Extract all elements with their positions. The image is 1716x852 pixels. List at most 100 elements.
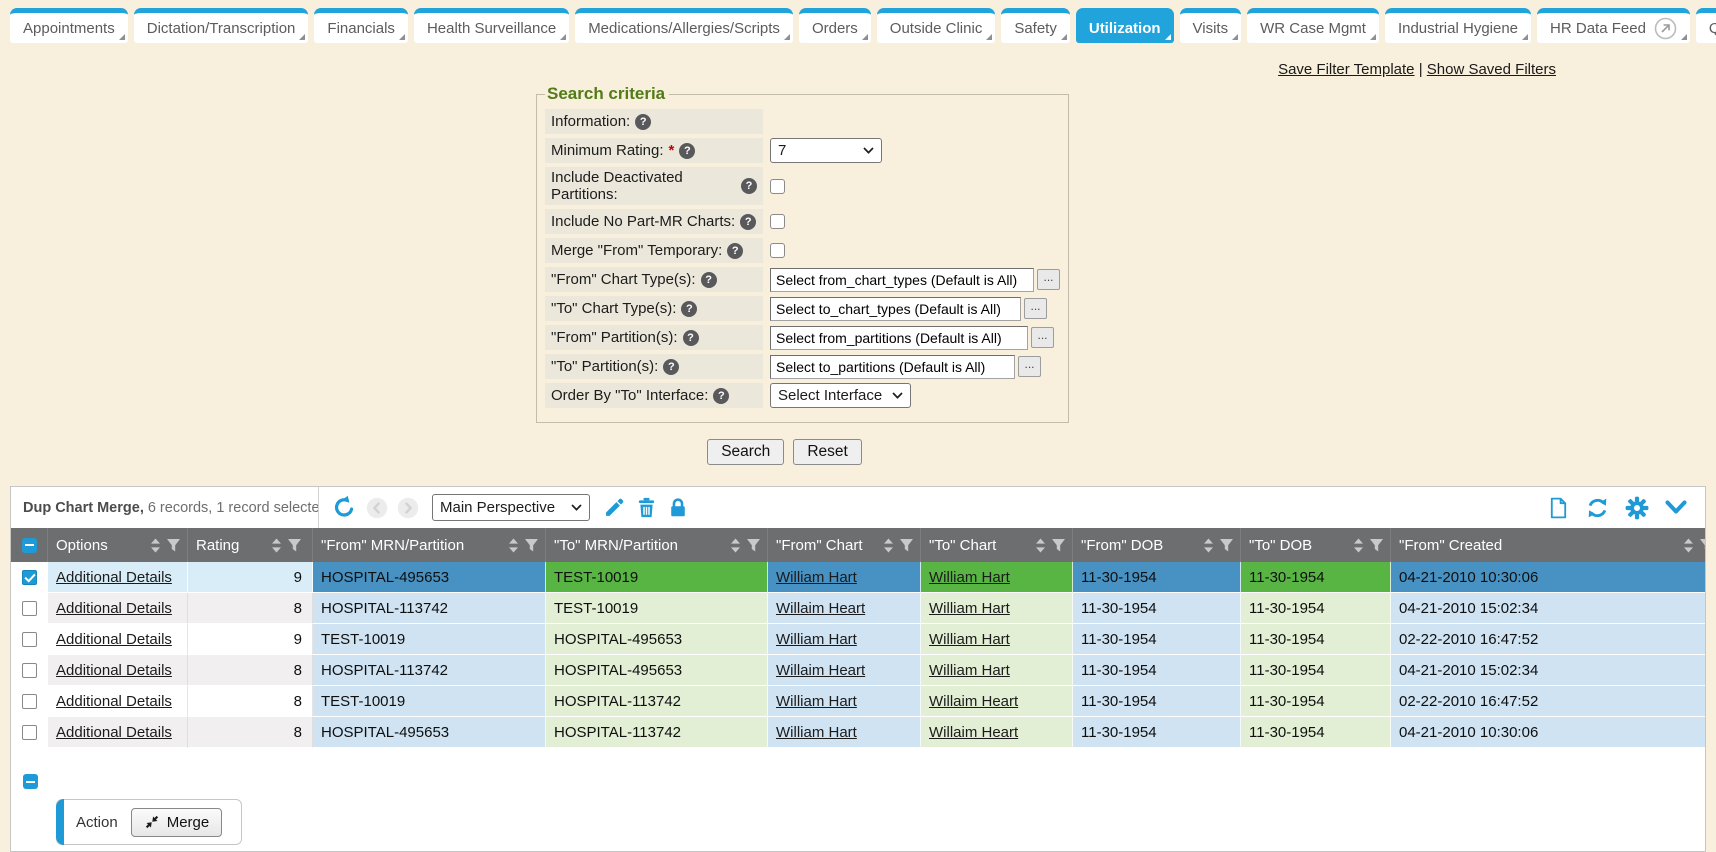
options-link[interactable]: Additional Details [56, 661, 172, 679]
column-header-to_dob[interactable]: "To" DOB [1241, 528, 1391, 562]
filter-icon[interactable] [1699, 537, 1706, 553]
sort-icon[interactable] [729, 537, 742, 554]
edit-icon[interactable] [603, 496, 626, 519]
options-link[interactable]: Additional Details [56, 723, 172, 741]
from_chart-link[interactable]: William Hart [776, 568, 857, 586]
row-checkbox[interactable] [21, 600, 37, 616]
nav-next-icon[interactable] [397, 497, 419, 519]
column-header-select-all[interactable] [11, 528, 48, 562]
delete-icon[interactable] [635, 496, 658, 519]
sort-icon[interactable] [882, 537, 895, 554]
options-link[interactable]: Additional Details [56, 599, 172, 617]
to_chart-link[interactable]: William Hart [929, 630, 1010, 648]
from-partition-s-input[interactable] [770, 325, 1028, 350]
sort-icon[interactable] [270, 537, 283, 554]
column-header-to_chart[interactable]: "To" Chart [921, 528, 1073, 562]
to-partition-s-help-icon[interactable]: ? [663, 358, 680, 375]
lock-icon[interactable] [667, 496, 689, 519]
tab-financials[interactable]: Financials [314, 8, 408, 43]
filter-icon[interactable] [1369, 537, 1384, 553]
tab-utilization[interactable]: Utilization [1075, 8, 1174, 43]
column-header-from_mrn[interactable]: "From" MRN/Partition [313, 528, 546, 562]
tab-safety[interactable]: Safety [1001, 8, 1070, 43]
filter-icon[interactable] [1219, 537, 1234, 553]
tab-outside-clinic[interactable]: Outside Clinic [876, 8, 996, 43]
column-header-from_chart[interactable]: "From" Chart [768, 528, 921, 562]
tab-hr-data-feed[interactable]: HR Data Feed [1537, 8, 1690, 43]
to-partition-s-picker-button[interactable]: ... [1018, 356, 1041, 377]
row-checkbox[interactable] [21, 662, 37, 678]
collapse-icon[interactable] [23, 774, 38, 789]
to-chart-type-s-input[interactable] [770, 296, 1021, 321]
order-by-to-interface-select[interactable]: Select Interface [770, 383, 912, 408]
column-header-from_created[interactable]: "From" Created [1391, 528, 1706, 562]
sort-icon[interactable] [1682, 537, 1695, 554]
sort-icon[interactable] [1352, 537, 1365, 554]
column-header-from_dob[interactable]: "From" DOB [1073, 528, 1241, 562]
tab-health-surveillance[interactable]: Health Surveillance [413, 8, 570, 43]
row-checkbox[interactable] [21, 693, 37, 709]
search-button[interactable]: Search [707, 439, 785, 465]
include-deactivated-partitions-help-icon[interactable]: ? [741, 178, 757, 194]
tab-orders[interactable]: Orders [798, 8, 871, 43]
select-all-indeterminate-checkbox[interactable] [21, 537, 37, 553]
tab-visits[interactable]: Visits [1179, 8, 1242, 43]
merge-from-temporary-checkbox[interactable] [770, 243, 785, 258]
tab-wr-case-mgmt[interactable]: WR Case Mgmt [1247, 8, 1379, 43]
column-header-rating[interactable]: Rating [188, 528, 313, 562]
tab-dictation-transcription[interactable]: Dictation/Transcription [133, 8, 309, 43]
to-chart-type-s-picker-button[interactable]: ... [1024, 298, 1047, 319]
perspective-select[interactable]: Main Perspective [432, 494, 590, 521]
sort-icon[interactable] [1202, 537, 1215, 554]
options-link[interactable]: Additional Details [56, 692, 172, 710]
refresh-icon[interactable] [1585, 496, 1610, 520]
merge-button[interactable]: Merge [130, 807, 223, 837]
options-link[interactable]: Additional Details [56, 630, 172, 648]
new-document-icon[interactable] [1547, 496, 1570, 520]
to_chart-link[interactable]: Willaim Heart [929, 692, 1019, 710]
settings-icon[interactable] [1625, 496, 1649, 520]
show-saved-filters-link[interactable]: Show Saved Filters [1426, 61, 1556, 78]
row-checkbox[interactable] [21, 724, 37, 740]
filter-icon[interactable] [166, 537, 181, 553]
minimum-rating-help-icon[interactable]: ? [679, 142, 696, 159]
from-chart-type-s-picker-button[interactable]: ... [1037, 269, 1060, 290]
column-header-options[interactable]: Options [48, 528, 188, 562]
filter-icon[interactable] [287, 537, 302, 553]
tab-quality-of-care[interactable]: Quality of Care [1695, 8, 1716, 43]
undo-icon[interactable] [332, 495, 357, 520]
to_chart-link[interactable]: William Hart [929, 568, 1010, 586]
filter-icon[interactable] [1051, 537, 1066, 553]
from-chart-type-s-help-icon[interactable]: ? [700, 271, 717, 288]
from-partition-s-picker-button[interactable]: ... [1031, 327, 1054, 348]
from_chart-link[interactable]: William Hart [776, 723, 857, 741]
from_chart-link[interactable]: Willaim Heart [776, 661, 866, 679]
reset-button[interactable]: Reset [793, 439, 862, 465]
to-partition-s-input[interactable] [770, 354, 1015, 379]
sort-icon[interactable] [507, 537, 520, 554]
to_chart-link[interactable]: William Hart [929, 599, 1010, 617]
minimum-rating-select[interactable]: 7 [770, 138, 882, 163]
from-chart-type-s-input[interactable] [770, 267, 1034, 292]
merge-from-temporary-help-icon[interactable]: ? [727, 242, 744, 259]
to_chart-link[interactable]: Willaim Heart [929, 723, 1019, 741]
tab-industrial-hygiene[interactable]: Industrial Hygiene [1384, 8, 1532, 43]
from_chart-link[interactable]: Willaim Heart [776, 599, 866, 617]
sort-icon[interactable] [1034, 537, 1047, 554]
sort-icon[interactable] [149, 537, 162, 554]
order-by-to-interface-help-icon[interactable]: ? [713, 387, 730, 404]
row-checkbox[interactable] [21, 631, 37, 647]
column-header-to_mrn[interactable]: "To" MRN/Partition [546, 528, 768, 562]
from_chart-link[interactable]: William Hart [776, 630, 857, 648]
from-partition-s-help-icon[interactable]: ? [682, 329, 699, 346]
filter-icon[interactable] [524, 537, 539, 553]
filter-icon[interactable] [899, 537, 914, 553]
tab-medications-allergies-scripts[interactable]: Medications/Allergies/Scripts [575, 8, 793, 43]
filter-icon[interactable] [746, 537, 761, 553]
external-link-icon[interactable] [1654, 17, 1677, 40]
include-no-part-mr-charts-help-icon[interactable]: ? [740, 213, 757, 230]
to-chart-type-s-help-icon[interactable]: ? [681, 300, 698, 317]
to_chart-link[interactable]: William Hart [929, 661, 1010, 679]
nav-previous-icon[interactable] [366, 497, 388, 519]
save-filter-template-link[interactable]: Save Filter Template [1278, 61, 1415, 78]
